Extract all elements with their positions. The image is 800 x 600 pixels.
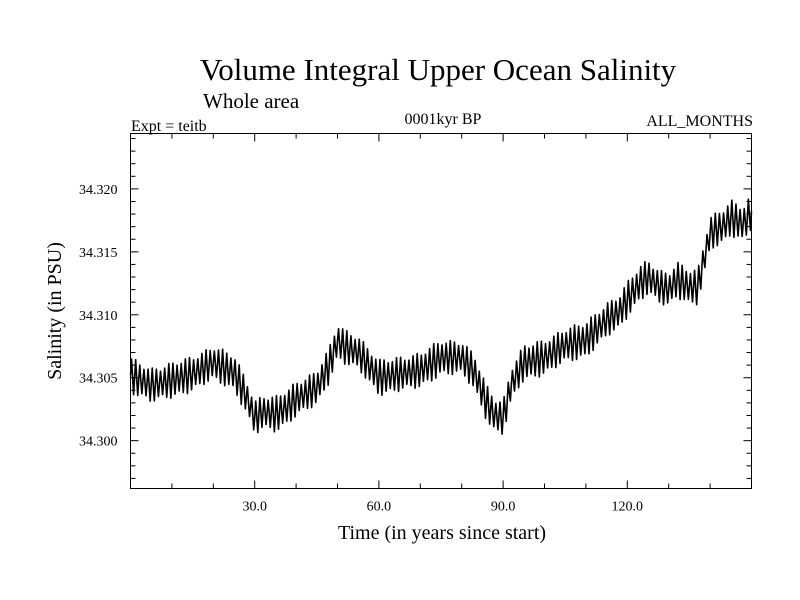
experiment-label: Expt = teitb	[131, 118, 207, 135]
plot-frame	[130, 133, 752, 489]
y-axis-label: Salinity (in PSU)	[44, 242, 66, 380]
x-tick-label: 90.0	[491, 500, 516, 515]
y-tick-label: 34.315	[79, 246, 118, 261]
axis-ticks	[130, 133, 752, 489]
months-label: ALL_MONTHS	[646, 113, 753, 130]
x-tick-labels: 30.0 60.0 90.0 120.0	[242, 500, 643, 515]
y-tick-labels: 34.300 34.305 34.310 34.315 34.320	[79, 183, 118, 450]
y-tick-label: 34.310	[79, 309, 118, 324]
period-label: 0001kyr BP	[405, 111, 482, 128]
x-tick-label: 30.0	[242, 500, 267, 515]
salinity-series-line	[129, 198, 753, 436]
x-axis-label: Time (in years since start)	[338, 522, 546, 544]
y-tick-label: 34.300	[79, 435, 118, 450]
chart-subtitle: Whole area	[203, 89, 300, 113]
x-tick-label: 60.0	[367, 500, 392, 515]
chart-title: Volume Integral Upper Ocean Salinity	[200, 52, 677, 87]
y-tick-label: 34.320	[79, 183, 118, 198]
x-tick-label: 120.0	[612, 500, 644, 515]
y-tick-label: 34.305	[79, 372, 118, 387]
